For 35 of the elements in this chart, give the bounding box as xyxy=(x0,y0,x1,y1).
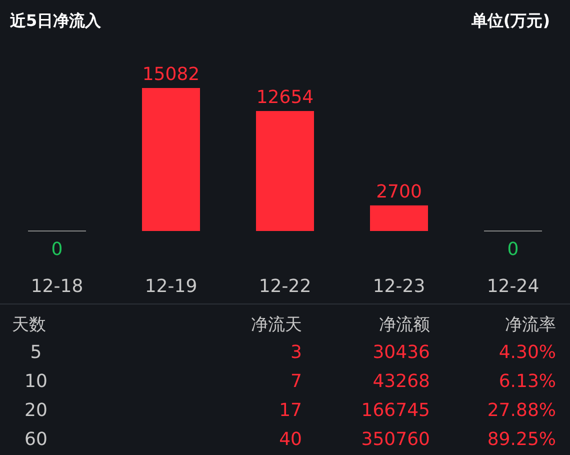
data-label: 12654 xyxy=(256,87,314,108)
bar xyxy=(370,205,428,231)
text: 3 xyxy=(290,342,302,363)
x-tick-label: 12-22 xyxy=(258,276,312,297)
text: 30436 xyxy=(372,342,430,363)
text: 60 xyxy=(24,429,48,450)
text: 5 xyxy=(30,342,42,363)
text: 43268 xyxy=(372,371,430,392)
data-label: 0 xyxy=(51,239,63,260)
chart-title: 近5日净流入 xyxy=(9,11,102,30)
text: 350760 xyxy=(361,429,430,450)
bar xyxy=(256,111,314,231)
data-label: 2700 xyxy=(376,181,422,202)
text: 4.30% xyxy=(498,342,556,363)
text: 166745 xyxy=(361,400,430,421)
text: 天数 xyxy=(12,315,46,335)
chart-subtitle: 单位(万元) xyxy=(470,11,550,30)
text: 17 xyxy=(279,400,302,421)
x-tick-label: 12-18 xyxy=(30,276,84,297)
x-tick-label: 12-19 xyxy=(144,276,198,297)
bar xyxy=(142,88,200,231)
text: 净流率 xyxy=(505,315,556,335)
text: 净流天 xyxy=(251,315,302,335)
text: 10 xyxy=(24,371,48,392)
x-tick-label: 12-24 xyxy=(486,276,540,297)
text: 40 xyxy=(279,429,302,450)
text: 6.13% xyxy=(498,371,556,392)
text: 89.25% xyxy=(487,429,556,450)
text: 20 xyxy=(24,400,48,421)
text: 净流额 xyxy=(379,315,430,335)
text: 7 xyxy=(290,371,302,392)
data-label: 15082 xyxy=(142,64,200,85)
x-tick-label: 12-23 xyxy=(372,276,426,297)
data-label: 0 xyxy=(507,239,519,260)
text: 27.88% xyxy=(487,400,556,421)
